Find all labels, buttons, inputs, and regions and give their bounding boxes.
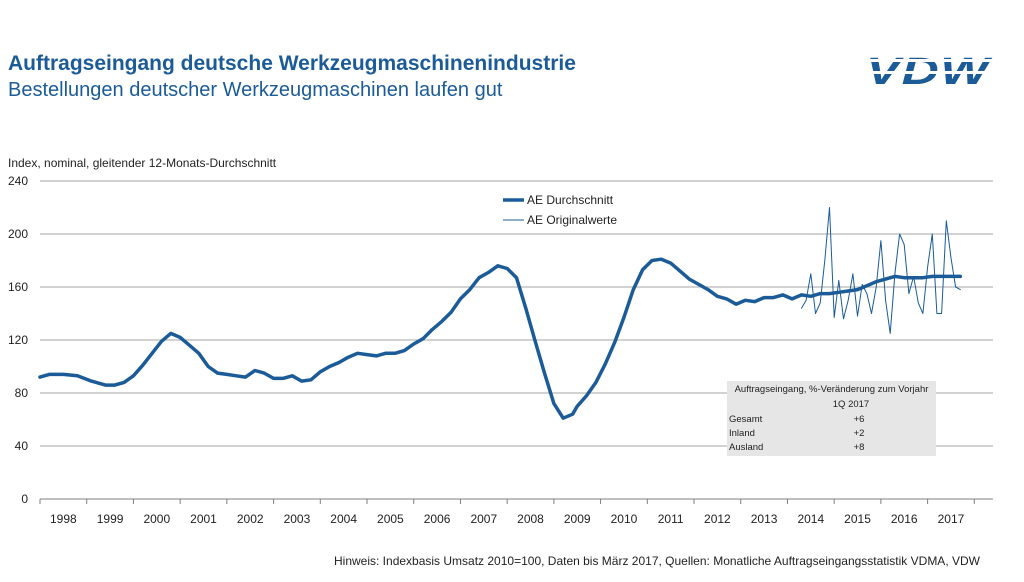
stat-row-value: +8 <box>853 442 865 453</box>
x-tick-label: 2013 <box>751 512 778 526</box>
page-subtitle: Bestellungen deutscher Werkzeugmaschinen… <box>8 79 503 101</box>
x-tick-label: 2010 <box>611 512 638 526</box>
logo-text: VDW <box>866 51 993 90</box>
legend-label-thick: AE Durchschnitt <box>527 193 614 207</box>
stat-table: Auftragseingang, %-Veränderung zum Vorja… <box>727 381 936 456</box>
x-tick-label: 2000 <box>143 512 170 526</box>
x-tick-label: 2007 <box>470 512 497 526</box>
y-axis-label: Index, nominal, gleitender 12-Monats-Dur… <box>8 156 277 170</box>
stat-row-label: Ausland <box>729 442 764 453</box>
footnote: Hinweis: Indexbasis Umsatz 2010=100, Dat… <box>334 554 980 568</box>
y-tick-label: 200 <box>8 227 28 241</box>
legend: AE Durchschnitt AE Originalwerte <box>503 193 617 227</box>
x-tick-label: 2012 <box>704 512 731 526</box>
x-tick-label: 2004 <box>330 512 357 526</box>
stat-row-inland: Inland +2 <box>729 428 929 442</box>
legend-label-thin: AE Originalwerte <box>527 213 617 227</box>
gridlines <box>39 180 993 504</box>
y-tick-label: 240 <box>8 174 28 188</box>
x-tick-label: 2015 <box>844 512 871 526</box>
y-tick-label: 80 <box>15 386 29 400</box>
x-tick-label: 2008 <box>517 512 544 526</box>
stat-row-ausland: Ausland +8 <box>729 442 929 456</box>
x-tick-label: 2005 <box>377 512 404 526</box>
x-tick-label: 1999 <box>97 512 124 526</box>
x-tick-label: 2001 <box>190 512 217 526</box>
stat-row-value: +2 <box>853 428 865 439</box>
x-tick-label: 2011 <box>658 512 684 526</box>
x-tick-label: 2016 <box>891 512 918 526</box>
x-tick-label: 2006 <box>424 512 451 526</box>
x-tick-label: 2003 <box>284 512 311 526</box>
x-tick-label: 2009 <box>564 512 591 526</box>
y-tick-label: 40 <box>15 439 29 453</box>
page-title: Auftragseingang deutsche Werkzeugmaschin… <box>8 52 576 75</box>
x-tick-label: 2017 <box>938 512 965 526</box>
x-tick-labels: 1998 1999 2000 2001 2002 2003 2004 2005 2006 2007… <box>50 512 965 526</box>
x-tick-label: 2014 <box>797 512 824 526</box>
y-tick-label: 0 <box>21 492 28 506</box>
series-line-original <box>801 207 961 334</box>
series-lines <box>38 207 963 420</box>
line-chart: Index, nominal, gleitender 12-Monats-Dur… <box>8 156 993 526</box>
y-tick-label: 120 <box>8 333 28 347</box>
vdw-logo: VDW <box>862 51 994 90</box>
series-line-average <box>38 257 963 420</box>
stat-row-gesamt: Gesamt +6 <box>729 414 929 428</box>
stat-table-header: Auftragseingang, %-Veränderung zum Vorja… <box>734 384 929 395</box>
stat-row-label: Inland <box>729 428 755 439</box>
x-tick-label: 2002 <box>237 512 264 526</box>
stat-row-label: Gesamt <box>729 414 763 425</box>
x-tick-label: 1998 <box>50 512 77 526</box>
y-tick-labels: 0 40 80 120 160 200 240 <box>8 174 28 506</box>
y-tick-label: 160 <box>8 280 28 294</box>
stat-row-value: +6 <box>853 414 865 425</box>
stat-table-period: 1Q 2017 <box>832 399 870 410</box>
